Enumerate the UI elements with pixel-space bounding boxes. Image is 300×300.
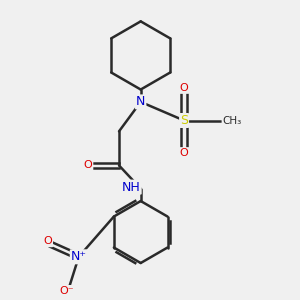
Text: O: O [180,148,188,158]
Text: O: O [44,236,52,246]
Text: CH₃: CH₃ [223,116,242,125]
Text: O: O [180,83,188,93]
Text: N: N [136,95,146,108]
Text: O⁻: O⁻ [59,286,74,296]
Text: S: S [180,114,188,127]
Text: NH: NH [122,181,141,194]
Text: N⁺: N⁺ [71,250,87,263]
Text: O: O [84,160,92,170]
